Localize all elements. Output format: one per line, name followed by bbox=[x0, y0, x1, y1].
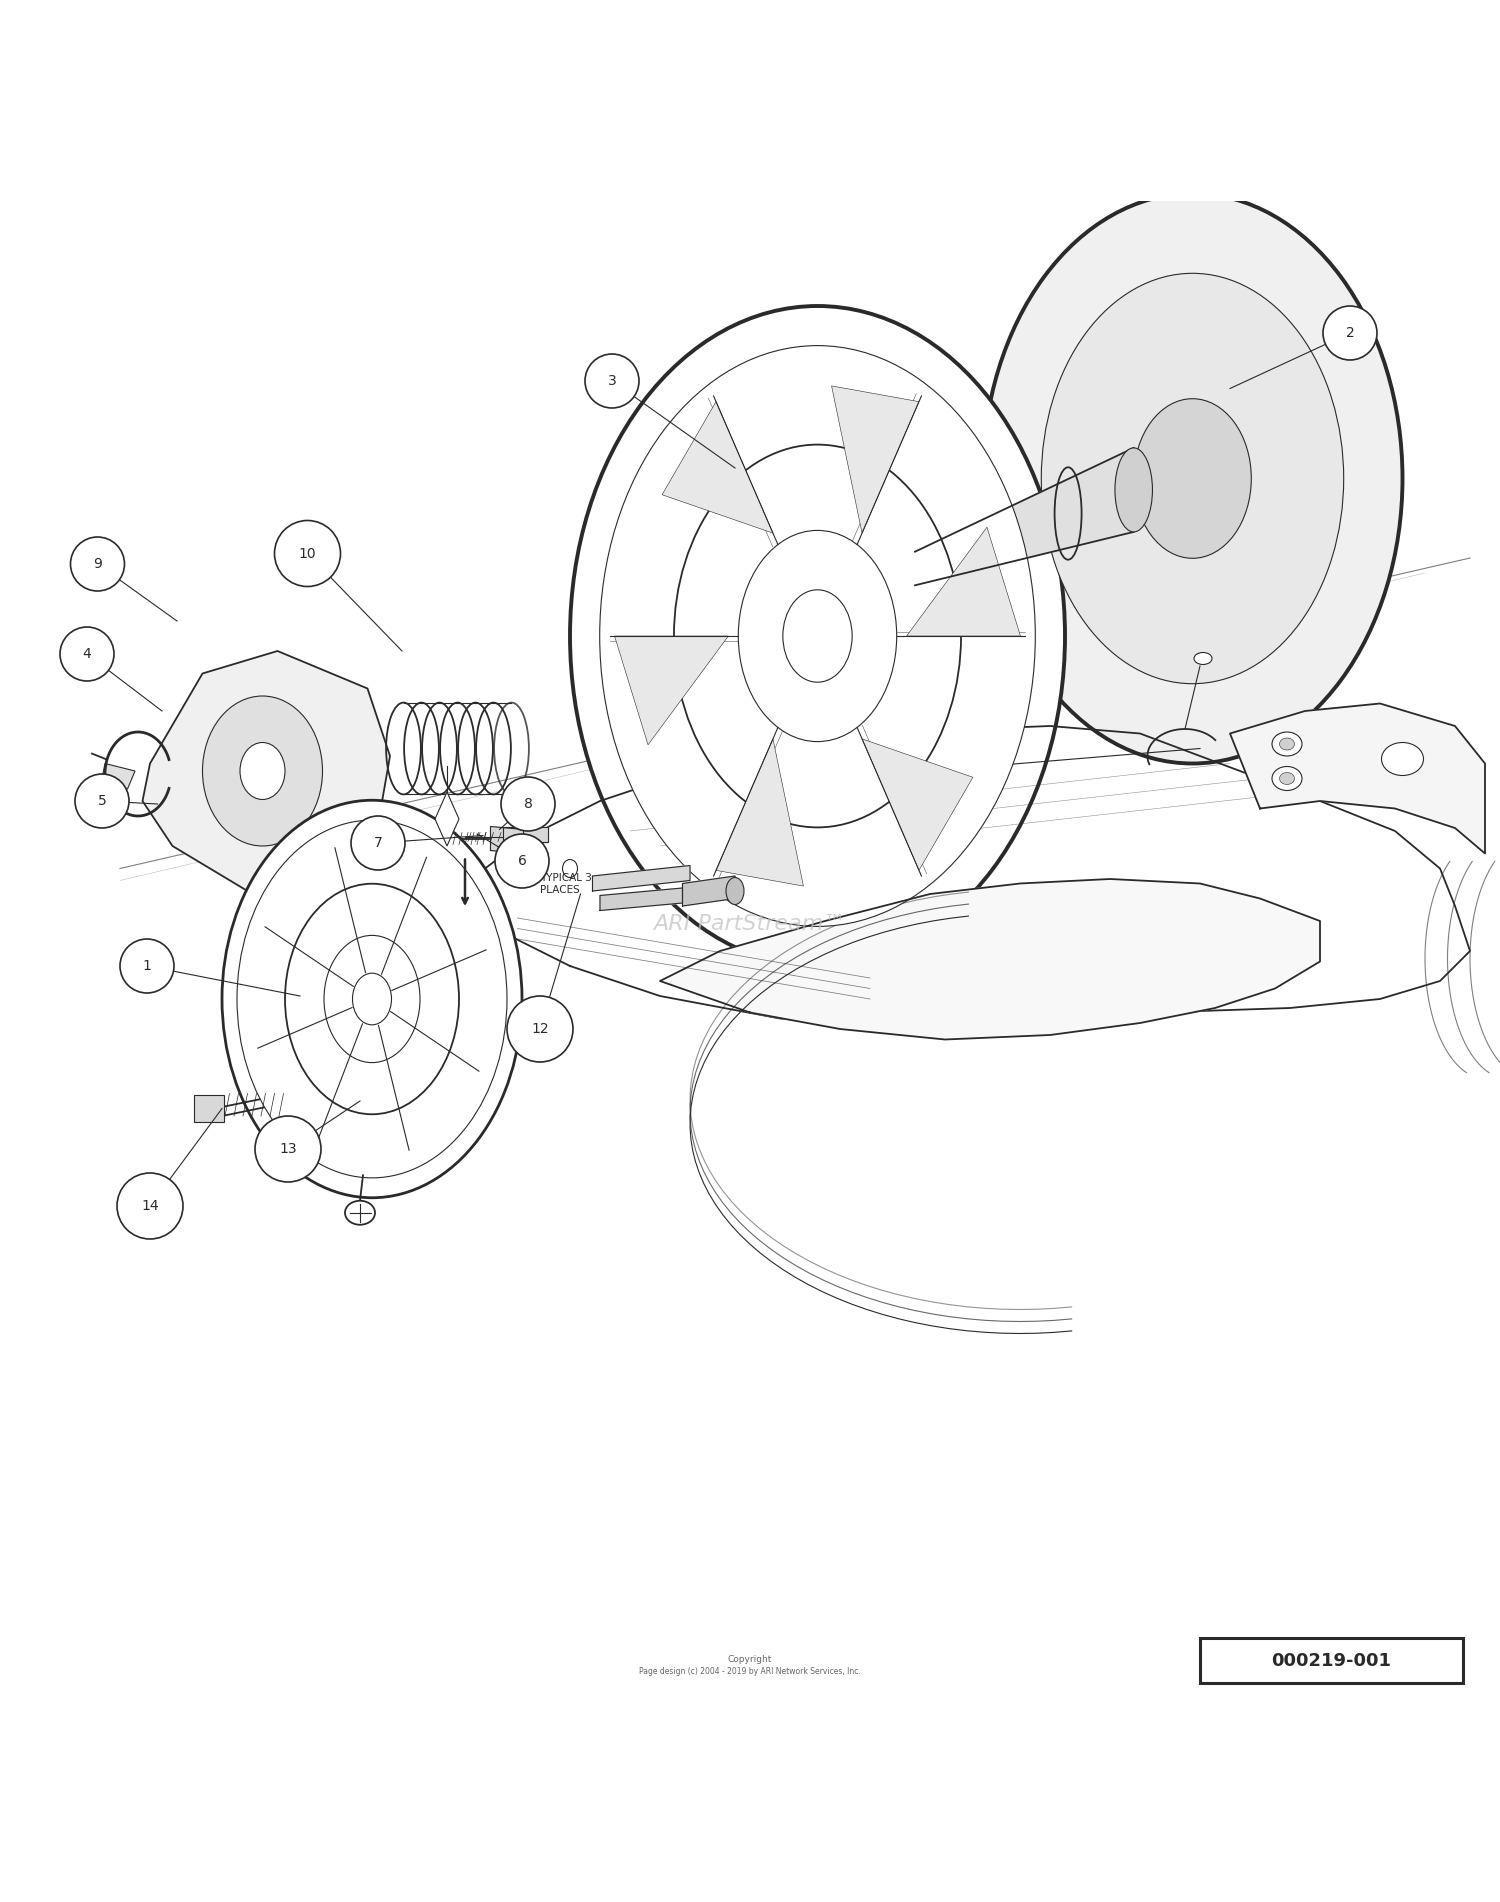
Ellipse shape bbox=[1114, 447, 1152, 533]
FancyBboxPatch shape bbox=[194, 1096, 224, 1122]
Ellipse shape bbox=[352, 974, 392, 1025]
Ellipse shape bbox=[674, 445, 962, 827]
Polygon shape bbox=[862, 738, 974, 871]
Polygon shape bbox=[503, 827, 548, 841]
Text: 2: 2 bbox=[1346, 325, 1354, 340]
Ellipse shape bbox=[1280, 738, 1294, 749]
Ellipse shape bbox=[324, 936, 420, 1063]
Circle shape bbox=[274, 521, 340, 586]
Ellipse shape bbox=[237, 820, 507, 1177]
Ellipse shape bbox=[1134, 399, 1251, 559]
Circle shape bbox=[60, 628, 114, 681]
Ellipse shape bbox=[738, 531, 897, 742]
Ellipse shape bbox=[240, 742, 285, 799]
Text: 4: 4 bbox=[82, 647, 92, 662]
Text: 7: 7 bbox=[374, 837, 382, 850]
Ellipse shape bbox=[570, 306, 1065, 966]
Ellipse shape bbox=[1272, 732, 1302, 755]
Ellipse shape bbox=[1194, 652, 1212, 664]
Circle shape bbox=[75, 774, 129, 827]
Polygon shape bbox=[615, 635, 729, 746]
Text: 1: 1 bbox=[142, 959, 152, 974]
Text: Page design (c) 2004 - 2019 by ARI Network Services, Inc.: Page design (c) 2004 - 2019 by ARI Netwo… bbox=[639, 1666, 861, 1676]
Circle shape bbox=[507, 997, 573, 1061]
Circle shape bbox=[117, 1174, 183, 1238]
Polygon shape bbox=[906, 527, 1020, 635]
Ellipse shape bbox=[222, 801, 522, 1198]
Polygon shape bbox=[660, 879, 1320, 1040]
Circle shape bbox=[585, 354, 639, 409]
Ellipse shape bbox=[285, 884, 459, 1115]
Text: Copyright: Copyright bbox=[728, 1655, 772, 1664]
Circle shape bbox=[1323, 306, 1377, 359]
Polygon shape bbox=[682, 877, 735, 905]
Text: 13: 13 bbox=[279, 1141, 297, 1156]
Ellipse shape bbox=[1382, 742, 1423, 776]
Text: 8: 8 bbox=[524, 797, 532, 810]
Polygon shape bbox=[600, 888, 682, 911]
Text: 3: 3 bbox=[608, 375, 616, 388]
Circle shape bbox=[501, 778, 555, 831]
Ellipse shape bbox=[1280, 772, 1294, 784]
Polygon shape bbox=[592, 865, 690, 890]
Text: ARI PartStream™: ARI PartStream™ bbox=[654, 915, 846, 934]
Text: 14: 14 bbox=[141, 1198, 159, 1213]
Polygon shape bbox=[142, 650, 390, 890]
Circle shape bbox=[495, 833, 549, 888]
Text: 6: 6 bbox=[518, 854, 526, 867]
Ellipse shape bbox=[345, 1200, 375, 1225]
Ellipse shape bbox=[600, 346, 1035, 926]
Polygon shape bbox=[915, 447, 1134, 586]
Circle shape bbox=[351, 816, 405, 869]
Circle shape bbox=[120, 940, 174, 993]
Polygon shape bbox=[831, 386, 920, 533]
Polygon shape bbox=[1230, 704, 1485, 854]
Text: 10: 10 bbox=[298, 546, 316, 561]
Circle shape bbox=[255, 1116, 321, 1181]
Circle shape bbox=[70, 536, 124, 592]
Polygon shape bbox=[490, 827, 524, 854]
Text: 9: 9 bbox=[93, 557, 102, 571]
Polygon shape bbox=[716, 738, 804, 886]
FancyBboxPatch shape bbox=[1200, 1638, 1462, 1683]
Text: 12: 12 bbox=[531, 1021, 549, 1037]
Ellipse shape bbox=[982, 194, 1402, 763]
Polygon shape bbox=[662, 401, 772, 533]
Ellipse shape bbox=[1041, 274, 1344, 683]
Polygon shape bbox=[435, 791, 459, 846]
Ellipse shape bbox=[202, 696, 322, 846]
Text: TYPICAL 3
PLACES: TYPICAL 3 PLACES bbox=[540, 873, 592, 894]
Ellipse shape bbox=[783, 590, 852, 683]
Ellipse shape bbox=[726, 877, 744, 905]
Polygon shape bbox=[100, 763, 135, 789]
Text: 000219-001: 000219-001 bbox=[1270, 1651, 1392, 1670]
Polygon shape bbox=[465, 727, 1470, 1029]
Text: 5: 5 bbox=[98, 793, 106, 808]
Ellipse shape bbox=[562, 860, 578, 877]
Ellipse shape bbox=[1272, 767, 1302, 791]
